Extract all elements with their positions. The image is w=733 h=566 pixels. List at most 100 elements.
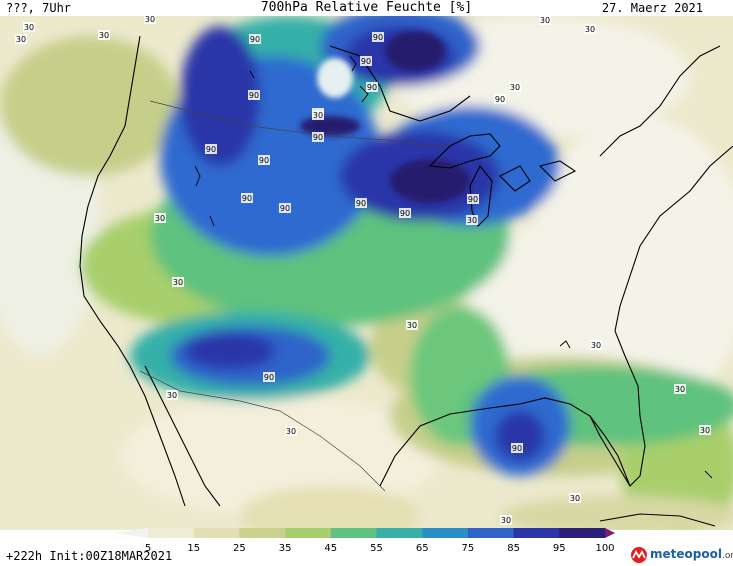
contour-label: 90 [511,443,523,453]
svg-text:90: 90 [361,57,371,66]
borders [139,100,451,492]
contour-labels: 90 90 90 90 90 90 90 90 90 90 90 90 90 90 90 90 30 30 30 30… [15,16,711,525]
legend-swatch [193,528,240,538]
contour-label: 30 [98,30,110,40]
legend-swatch [422,528,469,538]
coastlines [79,35,733,527]
contour-label: 30 [584,24,596,34]
contour-label: 30 [509,82,521,92]
contour-label: 30 [466,215,478,225]
legend-tick-label: 85 [507,543,520,554]
svg-text:30: 30 [145,16,155,24]
svg-text:90: 90 [400,209,410,218]
contour-label: 30 [166,390,178,400]
svg-text:90: 90 [356,199,366,208]
svg-text:30: 30 [570,494,580,503]
svg-text:30: 30 [591,341,601,350]
legend-tick-label: 35 [279,543,292,554]
humidity-map: 90 90 90 90 90 90 90 90 90 90 90 90 90 90 90 90 30 30 30 30… [0,16,733,530]
legend-swatch [513,528,560,538]
map-title: 700hPa Relative Feuchte [%] [260,0,473,15]
contour-label: 30 [500,515,512,525]
contour-label: 30 [406,320,418,330]
forecast-time-label: ???, 7Uhr [6,1,72,15]
legend-swatch [330,528,377,538]
contour-label: 30 [144,16,156,24]
svg-text:30: 30 [313,111,323,120]
contour-label: 30 [699,425,711,435]
legend-swatch [559,528,606,538]
contour-label: 30 [285,426,297,436]
svg-text:30: 30 [16,35,26,44]
contour-label: 90 [263,372,275,382]
svg-text:30: 30 [286,427,296,436]
model-run-label: +222h Init:00Z18MAR2021 [6,549,173,563]
svg-text:30: 30 [501,516,511,525]
svg-text:90: 90 [242,194,252,203]
svg-text:90: 90 [468,195,478,204]
legend-swatch [376,528,423,538]
meteopool-wordmark: meteopool.org [650,547,733,561]
svg-text:30: 30 [700,426,710,435]
contour-label: 90 [372,32,384,42]
legend-tick-label: 5 [145,543,151,554]
contour-label: 90 [360,56,372,66]
contour-label: 90 [366,82,378,92]
svg-text:90: 90 [264,373,274,382]
contour-label: 90 [249,34,261,44]
legend-tick-label: 55 [370,543,383,554]
legend-swatch [148,528,195,538]
contour-label: 30 [154,213,166,223]
contour-label: 90 [248,90,260,100]
header-bar: ???, 7Uhr 700hPa Relative Feuchte [%] 27… [0,0,733,16]
contour-label: 30 [172,277,184,287]
contour-label: 90 [258,155,270,165]
contour-label: 30 [23,22,35,32]
svg-text:90: 90 [495,95,505,104]
contour-label: 30 [15,34,27,44]
svg-text:30: 30 [167,391,177,400]
legend-arrow-low [114,528,148,538]
contour-label: 30 [590,340,602,350]
svg-text:30: 30 [155,214,165,223]
svg-text:90: 90 [249,91,259,100]
meteopool-logo-icon [631,547,647,563]
legend-tick-label: 100 [595,543,614,554]
svg-text:90: 90 [206,145,216,154]
svg-text:30: 30 [675,385,685,394]
legend-tick-label: 15 [187,543,200,554]
svg-text:30: 30 [99,31,109,40]
contour-label: 90 [279,203,291,213]
svg-text:90: 90 [373,33,383,42]
svg-text:30: 30 [467,216,477,225]
svg-text:90: 90 [313,133,323,142]
legend-swatch [285,528,332,538]
svg-text:90: 90 [367,83,377,92]
legend-tick-label: 75 [462,543,475,554]
contour-label: 90 [355,198,367,208]
contour-label: 30 [539,16,551,25]
legend-swatch [239,528,286,538]
legend-tick-label: 95 [553,543,566,554]
svg-text:30: 30 [585,25,595,34]
islands [194,55,713,479]
svg-text:30: 30 [173,278,183,287]
contour-label: 90 [312,132,324,142]
legend-swatch [467,528,515,538]
legend-tick-label: 65 [416,543,429,554]
svg-text:90: 90 [259,156,269,165]
svg-text:90: 90 [250,35,260,44]
contour-label: 90 [205,144,217,154]
contour-label: 90 [467,194,479,204]
legend-arrow-high [605,528,615,538]
svg-text:90: 90 [280,204,290,213]
contour-label: 90 [399,208,411,218]
svg-text:30: 30 [24,23,34,32]
svg-text:30: 30 [540,16,550,25]
svg-text:30: 30 [510,83,520,92]
forecast-date-label: 27. Maerz 2021 [601,1,703,15]
svg-text:30: 30 [407,321,417,330]
legend-tick-label: 25 [233,543,246,554]
contour-label: 30 [674,384,686,394]
contour-label: 30 [312,110,324,120]
